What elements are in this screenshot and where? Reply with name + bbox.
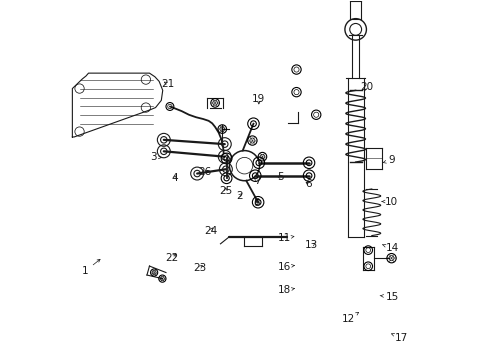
- Text: 20: 20: [359, 82, 372, 92]
- Text: 7: 7: [253, 176, 260, 186]
- Text: 1: 1: [81, 259, 100, 276]
- Text: 9: 9: [382, 155, 394, 165]
- Text: 3: 3: [149, 152, 162, 162]
- Text: 23: 23: [193, 262, 206, 273]
- Text: 8: 8: [253, 198, 260, 208]
- Text: 18: 18: [278, 285, 294, 296]
- Text: 11: 11: [277, 233, 293, 243]
- Text: 6: 6: [305, 179, 312, 189]
- Text: 19: 19: [252, 94, 265, 104]
- Text: 15: 15: [379, 292, 398, 302]
- Text: 2: 2: [235, 191, 242, 201]
- Text: 4: 4: [171, 173, 178, 183]
- Text: 17: 17: [391, 333, 407, 343]
- Text: 22: 22: [165, 253, 178, 263]
- Text: 12: 12: [341, 312, 358, 324]
- Text: 26: 26: [198, 167, 211, 177]
- Text: 13: 13: [305, 240, 318, 250]
- Text: 24: 24: [203, 226, 217, 236]
- Text: 16: 16: [278, 262, 294, 272]
- Text: 25: 25: [219, 186, 232, 197]
- Text: 10: 10: [381, 197, 397, 207]
- Text: 21: 21: [161, 79, 174, 89]
- Text: 5: 5: [277, 172, 283, 182]
- Text: 14: 14: [382, 243, 398, 253]
